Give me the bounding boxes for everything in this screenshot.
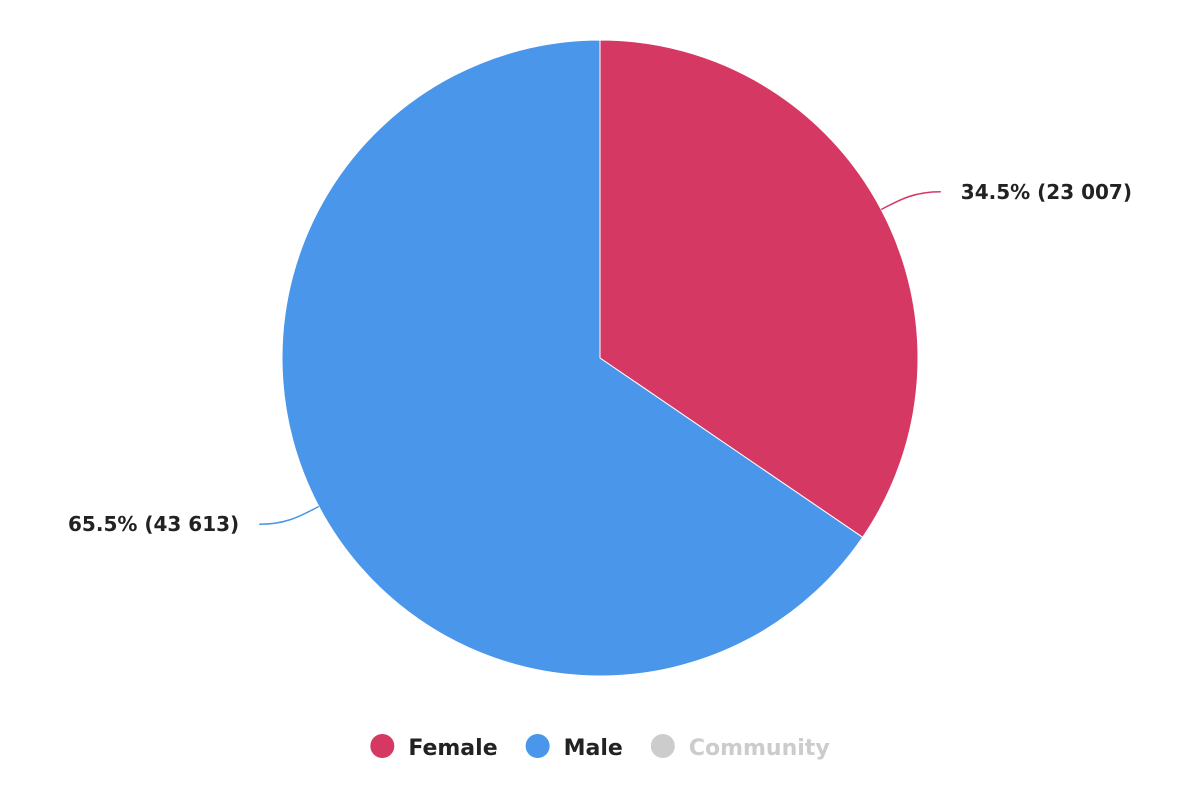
legend-marker-female — [370, 734, 395, 758]
legend-label-male: Male — [564, 736, 623, 761]
legend-label-community: Community — [689, 736, 830, 761]
legend-item-female[interactable]: Female — [370, 734, 498, 761]
legend-item-male[interactable]: Male — [525, 734, 623, 761]
data-labels: 34.5% (23 007) 65.5% (43 613) — [68, 180, 1132, 536]
pie-slices — [281, 39, 919, 677]
data-label-female: 34.5% (23 007) — [961, 180, 1132, 204]
pie-slice-female[interactable] — [599, 39, 919, 539]
legend-marker-male — [525, 734, 550, 758]
legend-label-female: Female — [408, 736, 497, 761]
legend-item-community[interactable]: Community — [650, 734, 830, 761]
legend: Female Male Community — [370, 734, 830, 761]
label-connector-male — [259, 505, 320, 525]
pie-slice-male[interactable] — [281, 39, 864, 677]
data-label-connectors — [259, 191, 941, 525]
data-label-male: 65.5% (43 613) — [68, 512, 239, 536]
legend-marker-community — [650, 734, 675, 758]
label-connector-female — [880, 191, 941, 211]
